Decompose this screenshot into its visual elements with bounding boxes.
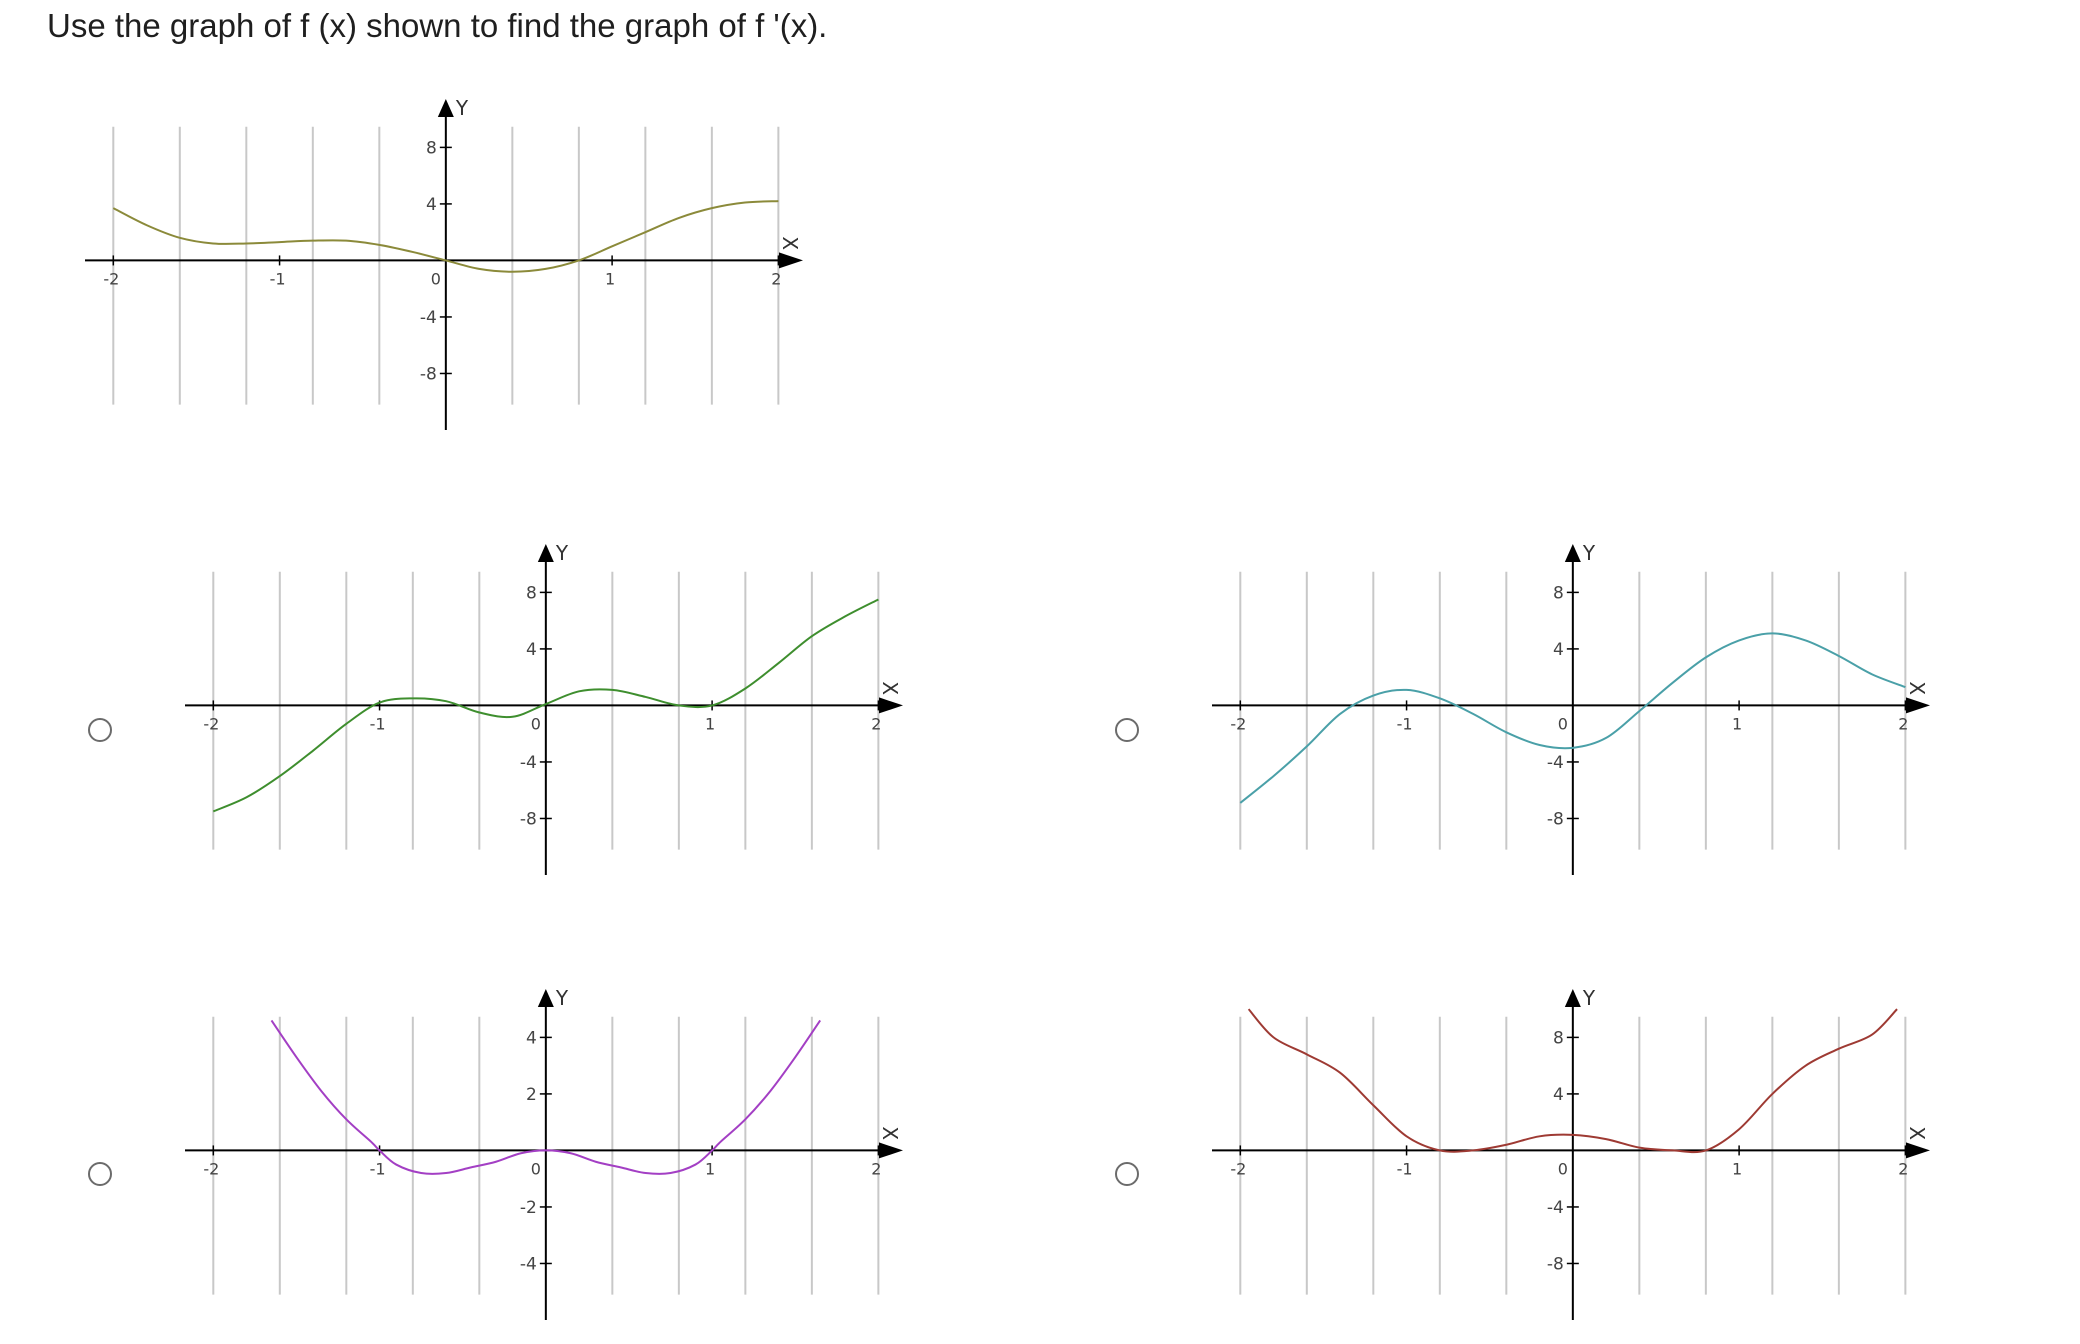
y-tick-label: 2: [526, 1085, 537, 1105]
function-curve: [212, 598, 879, 813]
option-d-graph: YX-2 -1 0 1 284-4-8: [1212, 986, 1930, 1320]
y-axis-label: Y: [455, 96, 469, 120]
y-tick-label: -4: [520, 753, 537, 773]
option-b-radio[interactable]: [1115, 718, 1139, 742]
x-tick-label: 2: [871, 714, 881, 733]
x-tick-label: 2: [871, 1159, 881, 1178]
x-tick-label: -2: [103, 269, 119, 288]
x-axis-label: X: [878, 681, 902, 695]
y-tick-label: -8: [420, 364, 437, 384]
y-tick-label: 8: [526, 583, 537, 603]
x-tick-label: 1: [605, 269, 615, 288]
x-tick-label: -1: [270, 269, 286, 288]
option-a-radio[interactable]: [88, 718, 112, 742]
y-tick-label: -4: [1547, 1198, 1564, 1218]
x-axis-arrow: [879, 1142, 903, 1159]
y-tick-label: -8: [1547, 1254, 1564, 1274]
y-axis-arrow: [537, 989, 554, 1007]
y-tick-label: 8: [1553, 1028, 1564, 1048]
x-tick-label: 2: [771, 269, 781, 288]
y-tick-label: 4: [1553, 1085, 1564, 1105]
function-curve: [112, 200, 779, 273]
option-a-graph: YX-2 -1 0 1 284-4-8: [185, 541, 903, 875]
y-tick-label: -4: [1547, 753, 1564, 773]
y-tick-label: 4: [526, 1028, 537, 1048]
x-tick-label: 0: [431, 269, 441, 288]
x-axis-arrow: [879, 697, 903, 714]
y-axis-label: Y: [1582, 541, 1596, 565]
y-tick-label: 4: [526, 640, 537, 660]
y-axis-label: Y: [555, 541, 569, 565]
x-tick-label: -2: [203, 1159, 219, 1178]
given-function-graph: YX-2 -1 0 1 284-4-8: [85, 96, 803, 430]
x-tick-label: 1: [705, 1159, 715, 1178]
function-curve: [1239, 632, 1906, 804]
x-axis-arrow: [779, 252, 803, 269]
x-axis-label: X: [778, 236, 802, 250]
y-axis-arrow: [437, 99, 454, 117]
x-tick-label: -1: [1397, 714, 1413, 733]
y-tick-label: 4: [426, 195, 437, 215]
x-tick-label: -1: [1397, 1159, 1413, 1178]
x-axis-label: X: [1905, 1126, 1929, 1140]
y-axis-arrow: [537, 544, 554, 562]
x-tick-label: 1: [705, 714, 715, 733]
y-tick-label: 8: [426, 138, 437, 158]
x-tick-label: 1: [1732, 714, 1742, 733]
y-axis-label: Y: [1582, 986, 1596, 1010]
x-tick-label: -1: [370, 1159, 386, 1178]
y-axis-arrow: [1564, 544, 1581, 562]
x-axis-arrow: [1906, 1142, 1930, 1159]
x-axis-arrow: [1906, 697, 1930, 714]
y-tick-label: -4: [520, 1254, 537, 1274]
x-tick-label: 2: [1898, 714, 1908, 733]
x-tick-label: -2: [203, 714, 219, 733]
x-tick-label: -1: [370, 714, 386, 733]
question-text: Use the graph of f (x) shown to find the…: [47, 7, 828, 44]
x-axis-label: X: [1905, 681, 1929, 695]
x-tick-label: 1: [1732, 1159, 1742, 1178]
x-tick-label: -2: [1230, 1159, 1246, 1178]
x-tick-label: -2: [1230, 714, 1246, 733]
x-tick-label: 0: [531, 1159, 541, 1178]
x-tick-label: 0: [1558, 714, 1568, 733]
x-tick-label: 0: [531, 714, 541, 733]
function-curve: [1247, 1008, 1898, 1154]
y-tick-label: 4: [1553, 640, 1564, 660]
x-tick-label: 2: [1898, 1159, 1908, 1178]
option-c-graph: Y X -2 -1 0 1 2 4 2 -2 -4: [185, 986, 903, 1320]
y-tick-label: -2: [520, 1198, 537, 1218]
y-tick-label: -4: [420, 308, 437, 328]
x-axis-label: X: [878, 1126, 902, 1140]
y-axis-label: Y: [555, 986, 569, 1010]
y-axis-arrow: [1564, 989, 1581, 1007]
option-c-radio[interactable]: [88, 1162, 112, 1186]
function-curve: [270, 1019, 822, 1175]
x-tick-label: 0: [1558, 1159, 1568, 1178]
option-d-radio[interactable]: [1115, 1162, 1139, 1186]
y-tick-label: 8: [1553, 583, 1564, 603]
option-b-graph: YX-2 -1 0 1 284-4-8: [1212, 541, 1930, 875]
y-tick-label: -8: [520, 809, 537, 829]
y-tick-label: -8: [1547, 809, 1564, 829]
